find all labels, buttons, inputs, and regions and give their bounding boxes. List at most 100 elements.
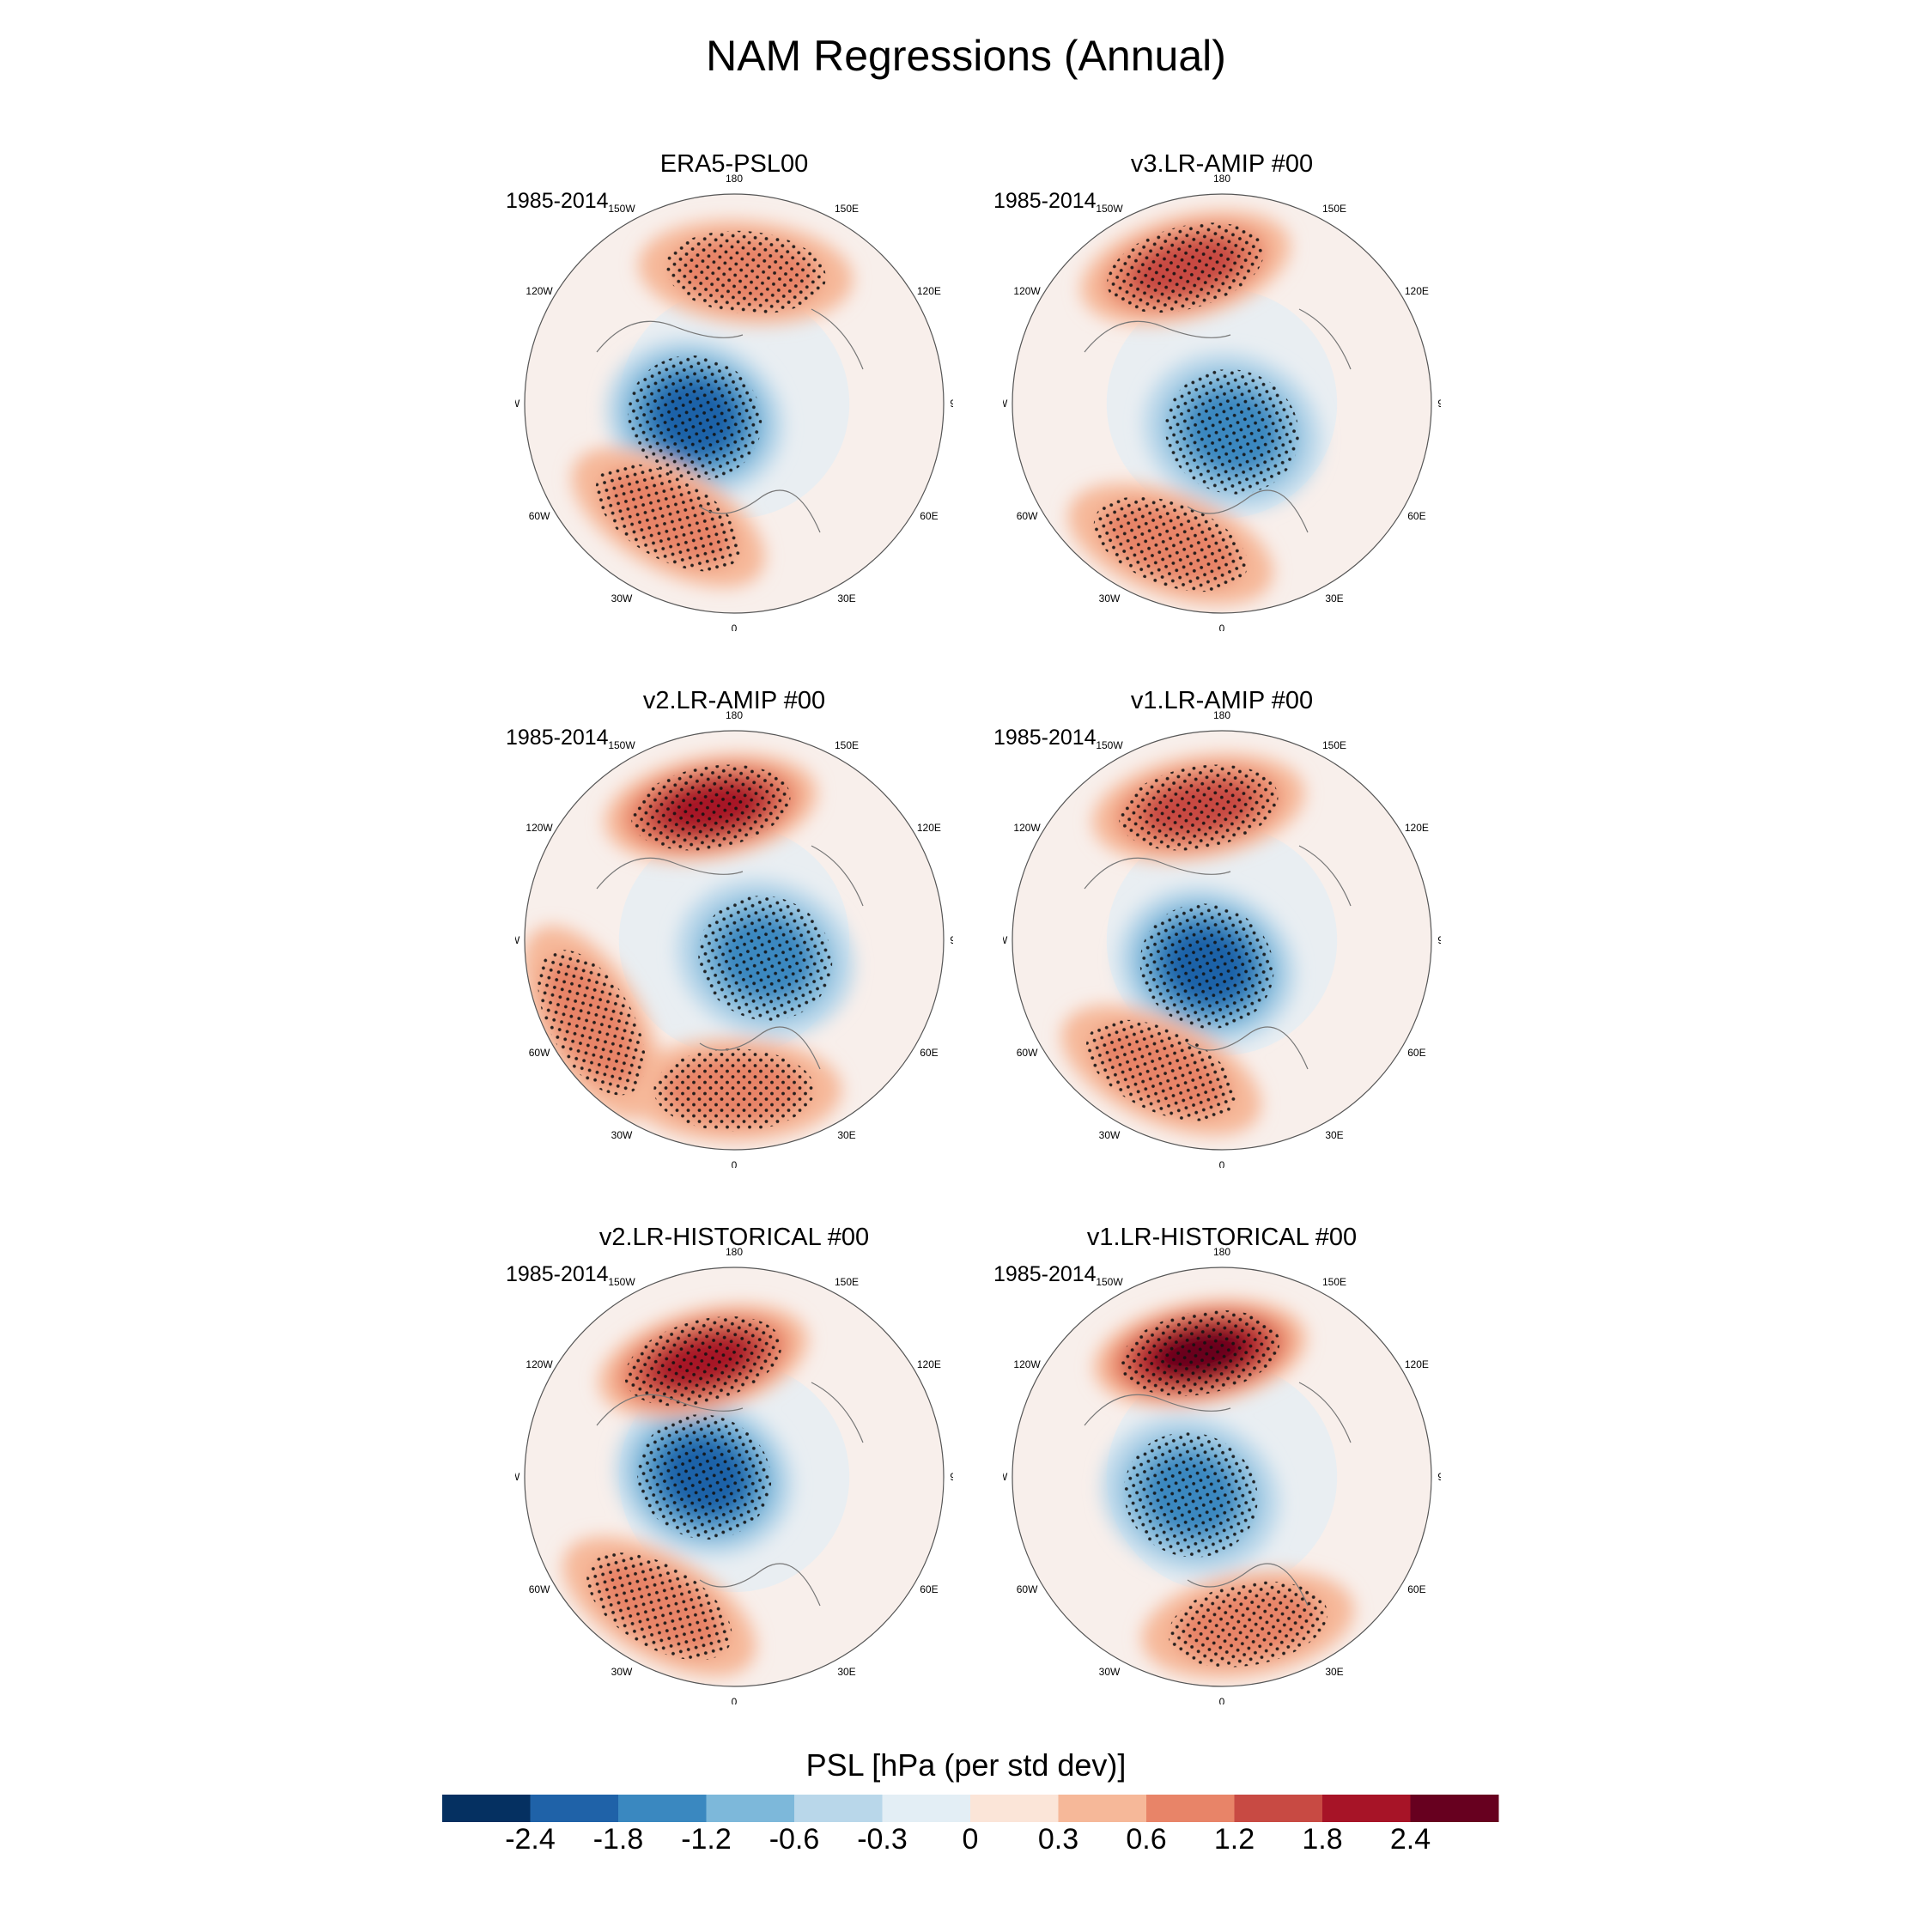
longitude-label: 0 — [1219, 623, 1225, 631]
polar-map: 180 150E 120E 90E 60E 30E 0 30W 60W 90W 120W 150W — [1003, 173, 1441, 631]
colorbar-swatch — [970, 1795, 1059, 1822]
longitude-label: 150E — [835, 739, 859, 751]
colorbar-tick-label: 2.4 — [1389, 1823, 1431, 1856]
significance-stippling — [1168, 1581, 1327, 1668]
coastline — [596, 1382, 864, 1607]
colorbar-swatch — [530, 1795, 619, 1822]
significance-stippling — [586, 1552, 732, 1661]
panel-period: 1985-2014 — [993, 726, 1097, 750]
colorbar-swatch — [1146, 1795, 1235, 1822]
longitude-label: 60W — [529, 510, 550, 522]
coastline — [596, 308, 864, 533]
longitude-label: 180 — [1213, 709, 1230, 721]
longitude-label: 90E — [1437, 1471, 1441, 1483]
longitude-label: 30E — [837, 1666, 855, 1678]
longitude-label: 180 — [1213, 1246, 1230, 1258]
longitude-label: 90E — [1437, 398, 1441, 410]
panel-title: v1.LR-HISTORICAL #00 — [1086, 1224, 1358, 1251]
main-title: NAM Regressions (Annual) — [706, 32, 1226, 80]
longitude-label: 120W — [526, 822, 553, 834]
map-border — [524, 193, 945, 614]
map-border — [524, 1267, 945, 1687]
significance-stippling — [637, 1414, 772, 1540]
longitude-label: 90E — [950, 934, 953, 946]
longitude-label: 150E — [1322, 1276, 1346, 1288]
panel-period: 1985-2014 — [993, 189, 1097, 213]
longitude-label: 120W — [526, 1358, 553, 1370]
longitude-label: 60W — [1017, 510, 1038, 522]
colorbar — [442, 1795, 1499, 1822]
significance-stippling — [1085, 1019, 1236, 1121]
colorbar-swatch — [706, 1795, 795, 1822]
colorbar-tick-label: -2.4 — [505, 1823, 556, 1856]
significance-stippling — [1119, 764, 1279, 851]
significance-stippling — [1107, 222, 1265, 313]
longitude-label: 120E — [917, 285, 941, 297]
longitude-label: 120E — [917, 822, 941, 834]
significance-stippling — [624, 1315, 782, 1406]
longitude-label: 150W — [1096, 739, 1123, 751]
longitude-label: 90E — [950, 1471, 953, 1483]
longitude-label: 90E — [950, 398, 953, 410]
significance-stippling — [665, 230, 826, 314]
colorbar-tick-label: -1.2 — [681, 1823, 732, 1856]
panel-period: 1985-2014 — [506, 1262, 609, 1286]
colorbar-title: PSL [hPa (per std dev)] — [805, 1747, 1127, 1783]
longitude-label: 60E — [1407, 510, 1425, 522]
longitude-label: 60E — [920, 1047, 938, 1059]
longitude-label: 90W — [515, 398, 520, 410]
longitude-label: 150W — [1096, 1276, 1123, 1288]
longitude-label: 60W — [529, 1047, 550, 1059]
longitude-label: 0 — [1219, 1159, 1225, 1168]
longitude-label: 120E — [1405, 285, 1429, 297]
map-border — [1012, 1267, 1432, 1687]
significance-stippling — [1093, 496, 1249, 592]
colorbar-swatch — [1410, 1795, 1499, 1822]
coastline — [1084, 845, 1352, 1070]
panel-title: ERA5-PSL00 — [659, 150, 809, 178]
longitude-label: 120W — [1013, 1358, 1041, 1370]
longitude-label: 90W — [1003, 934, 1008, 946]
longitude-label: 60E — [1407, 1047, 1425, 1059]
significance-stippling — [1164, 368, 1299, 495]
colorbar-swatch — [1234, 1795, 1323, 1822]
longitude-label: 90W — [515, 1471, 520, 1483]
colorbar-tick-label: -0.6 — [769, 1823, 820, 1856]
longitude-label: 180 — [726, 173, 743, 185]
panel-title: v2.LR-HISTORICAL #00 — [598, 1224, 870, 1251]
longitude-label: 180 — [1213, 173, 1230, 185]
longitude-label: 0 — [732, 623, 738, 631]
significance-stippling — [1139, 903, 1274, 1030]
coastline — [1084, 308, 1352, 533]
longitude-label: 150E — [1322, 739, 1346, 751]
panel-title: v2.LR-AMIP #00 — [642, 687, 826, 714]
longitude-label: 90E — [1437, 934, 1441, 946]
longitude-label: 30E — [1325, 1666, 1343, 1678]
polar-map: 180 150E 120E 90E 60E 30E 0 30W 60W 90W 120W 150W — [1003, 709, 1441, 1168]
longitude-label: 150E — [1322, 203, 1346, 215]
colorbar-tick-label: 0.6 — [1126, 1823, 1167, 1856]
polar-map: 180 150E 120E 90E 60E 30E 0 30W 60W 90W 120W 150W — [515, 173, 953, 631]
significance-stippling — [1123, 1432, 1258, 1558]
colorbar-swatch — [1058, 1795, 1147, 1822]
colorbar-swatch — [794, 1795, 883, 1822]
longitude-label: 150W — [1096, 203, 1123, 215]
longitude-label: 60W — [1017, 1583, 1038, 1595]
colorbar-tick-label: 1.2 — [1213, 1823, 1255, 1856]
longitude-label: 120E — [1405, 822, 1429, 834]
colorbar-tick-label: 0.3 — [1037, 1823, 1079, 1856]
longitude-label: 0 — [1219, 1696, 1225, 1704]
coastline — [596, 845, 864, 1070]
map-border — [1012, 193, 1432, 614]
significance-stippling — [653, 1048, 815, 1132]
panel-title: v3.LR-AMIP #00 — [1130, 150, 1314, 178]
longitude-label: 30E — [837, 1129, 855, 1141]
longitude-label: 60E — [1407, 1583, 1425, 1595]
longitude-label: 60W — [529, 1583, 550, 1595]
polar-map: 180 150E 120E 90E 60E 30E 0 30W 60W 90W 120W 150W — [515, 1246, 953, 1704]
